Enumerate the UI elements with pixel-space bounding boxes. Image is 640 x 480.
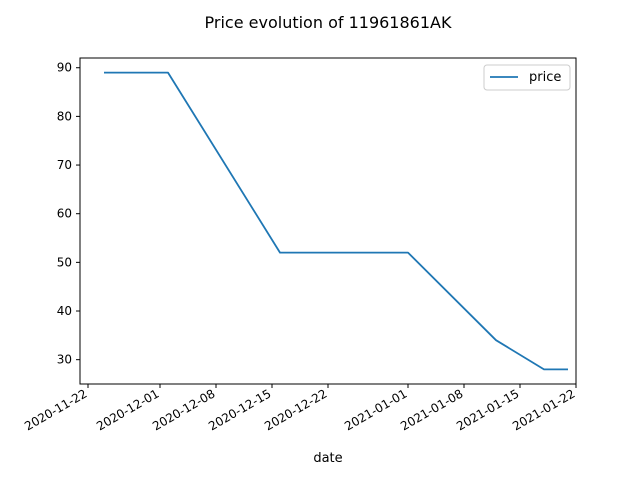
y-tick-label: 80 (57, 109, 72, 123)
legend: price (483, 64, 571, 91)
legend-label: price (529, 70, 561, 85)
y-tick-label: 90 (57, 61, 72, 75)
series-line-price (104, 71, 568, 371)
chart-title: Price evolution of 11961861AK (205, 13, 452, 32)
series-layer (104, 71, 568, 371)
x-axis-label: date (313, 451, 342, 466)
y-axis: 30 40 50 60 70 80 90 (57, 61, 80, 367)
y-tick-label: 30 (57, 353, 72, 367)
y-tick-label: 50 (57, 255, 72, 269)
y-tick-label: 70 (57, 158, 72, 172)
y-tick-label: 40 (57, 304, 72, 318)
legend-box (483, 64, 571, 91)
y-tick-label: 60 (57, 207, 72, 221)
